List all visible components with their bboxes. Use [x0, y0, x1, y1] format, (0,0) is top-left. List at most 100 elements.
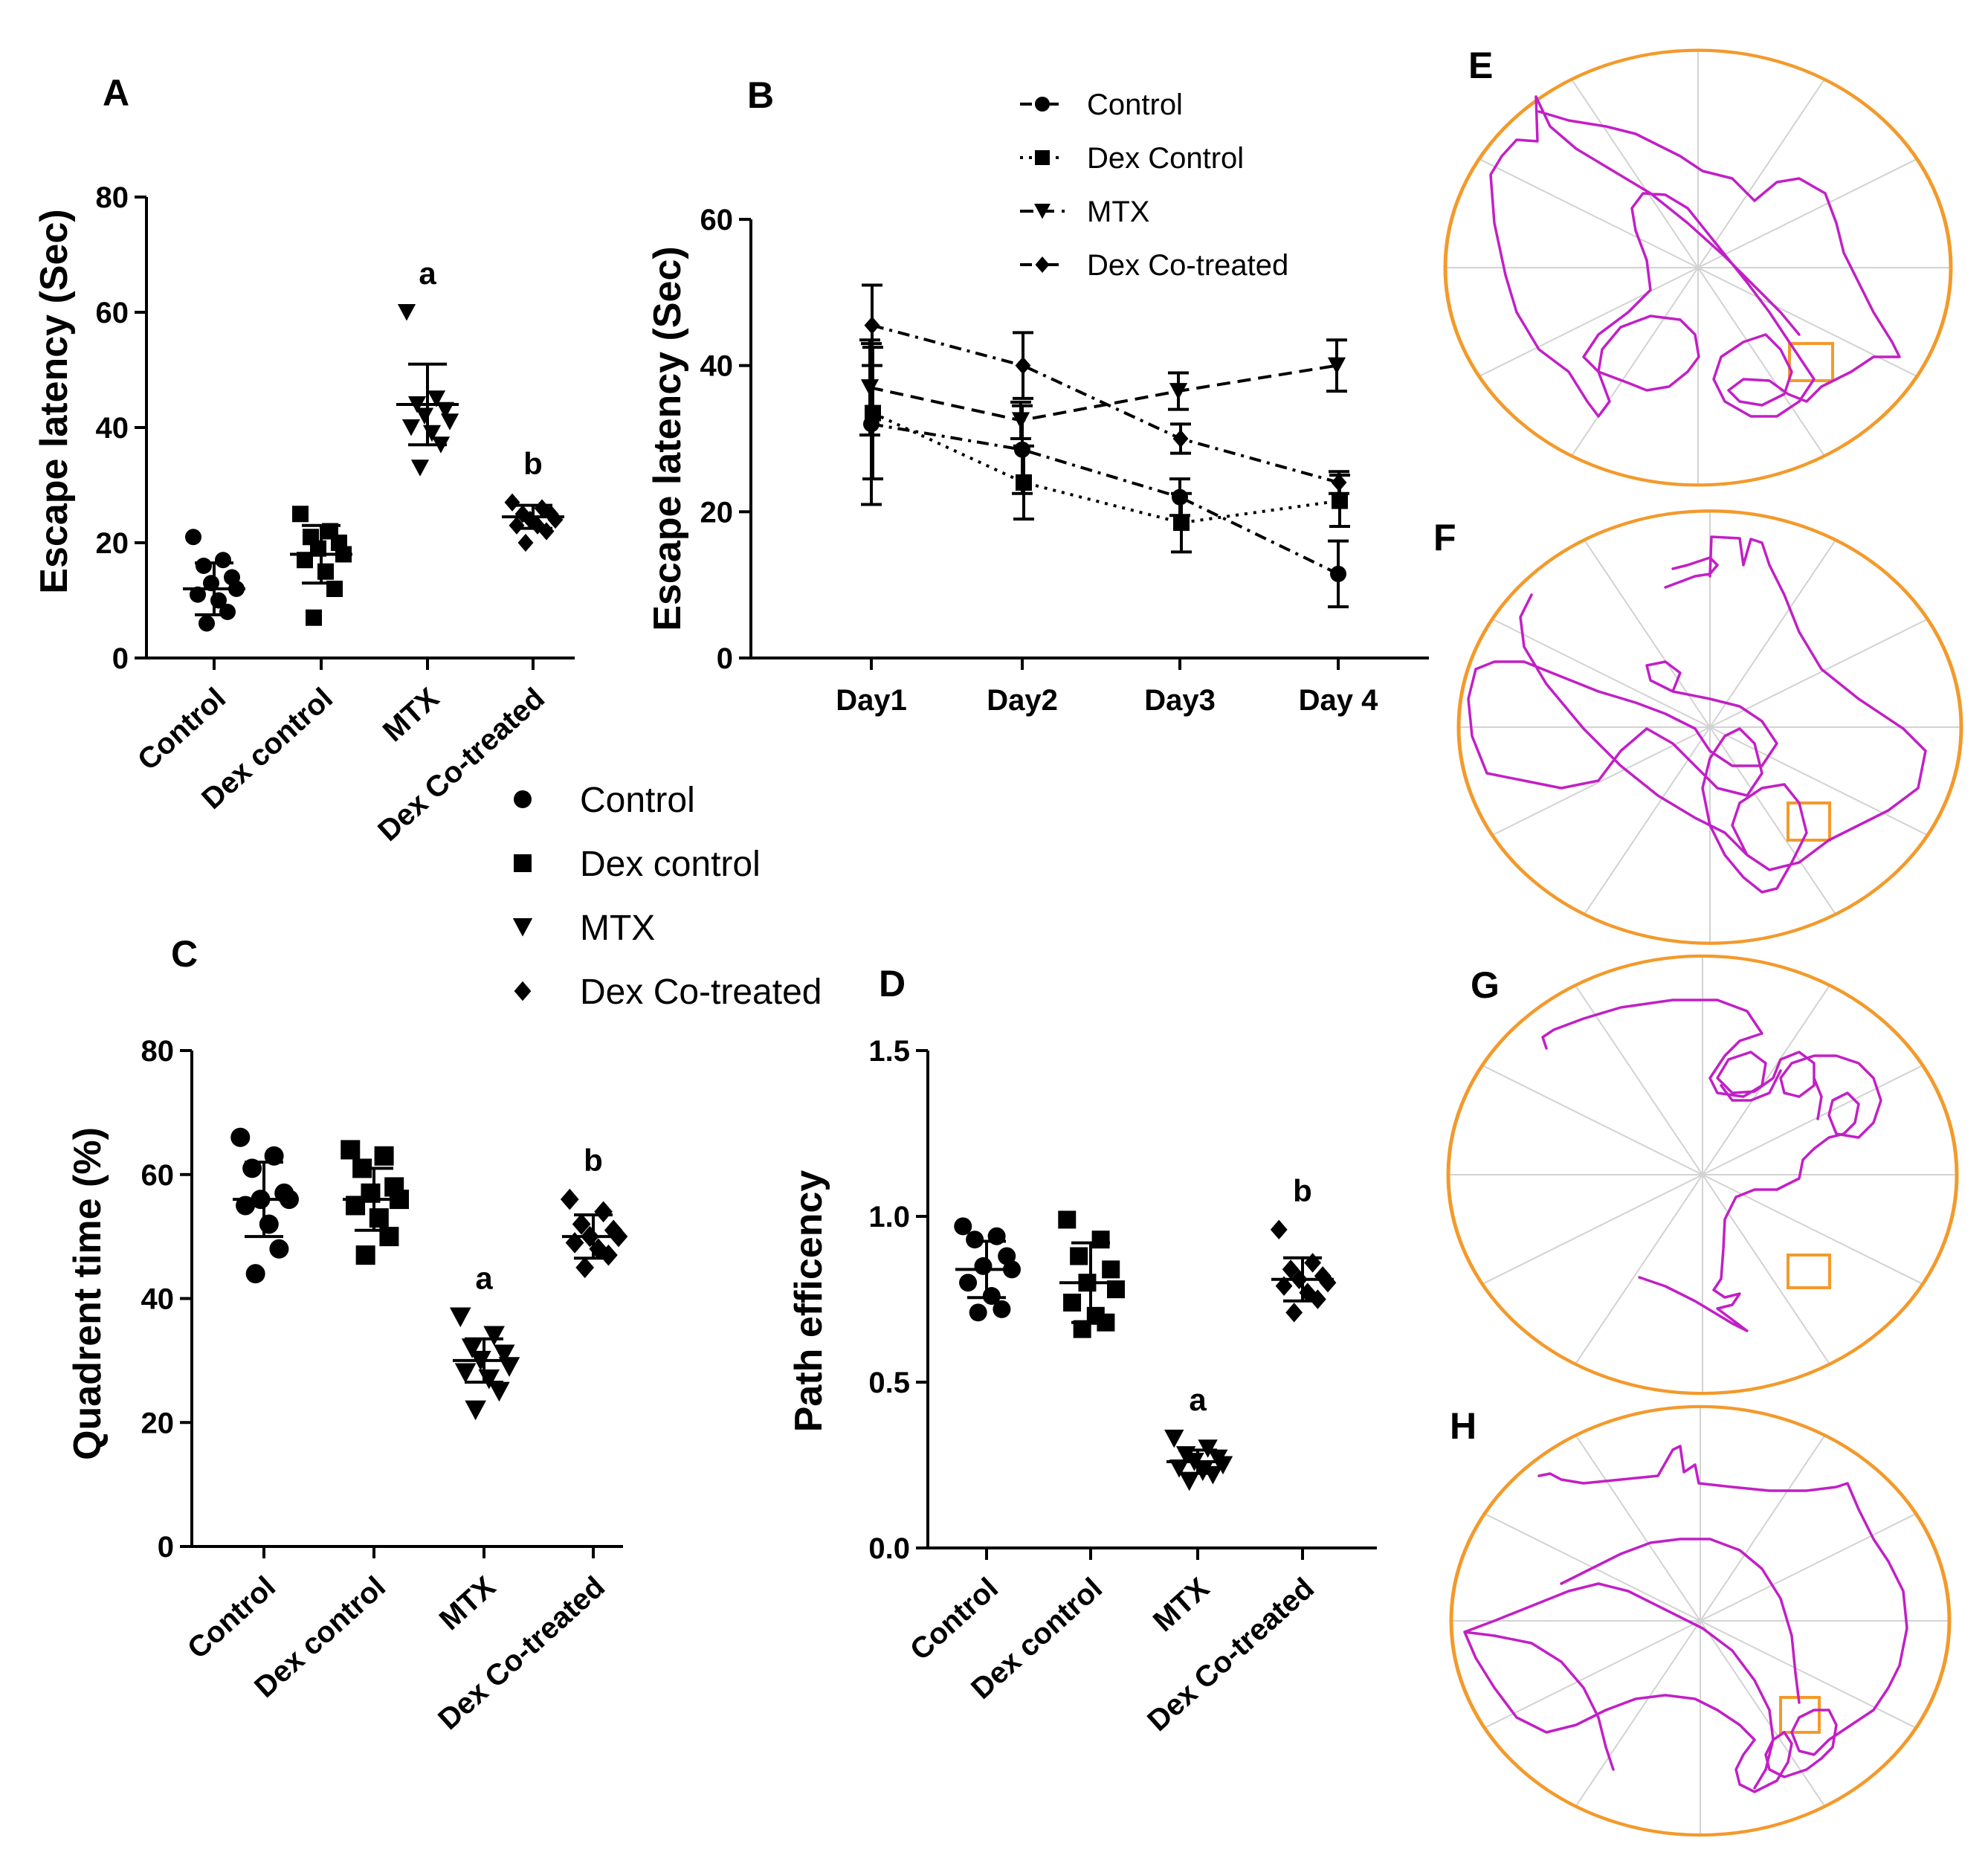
- data-point: [493, 1344, 515, 1365]
- data-point: [1169, 383, 1188, 400]
- data-point: [219, 604, 236, 620]
- arena-grid-line: [1575, 984, 1703, 1175]
- panel-b-ylabel: Escape latency (Sec): [646, 246, 689, 630]
- arena-grid-line: [1491, 618, 1711, 728]
- data-point: [969, 1303, 987, 1322]
- legend-marker: [1035, 150, 1050, 165]
- arena-grid-line: [1700, 1513, 1917, 1622]
- y-tick-label: 60: [141, 1159, 175, 1192]
- legend-label: MTX: [1087, 196, 1149, 228]
- significance-label: b: [584, 1143, 603, 1178]
- track-panel-e: E: [1443, 45, 1953, 487]
- track-panel-h-arena: [1449, 1404, 1952, 1837]
- arena-grid-line: [1700, 1620, 1917, 1729]
- data-point: [401, 419, 421, 436]
- track-panel-f-arena: [1456, 509, 1963, 945]
- data-point: [185, 529, 201, 546]
- arena-grid-line: [1702, 1065, 1923, 1175]
- data-point: [517, 533, 534, 552]
- legend-marker: [514, 981, 532, 1001]
- arena-grid-line: [1571, 79, 1699, 268]
- series-line: [872, 411, 1340, 525]
- data-point: [1282, 1259, 1300, 1280]
- data-point: [1304, 1253, 1321, 1273]
- y-tick-label: 40: [141, 1283, 175, 1316]
- arena-grid-line: [1697, 158, 1917, 268]
- data-point: [860, 379, 880, 396]
- track-panel-e-swim-path: [1489, 95, 1901, 418]
- y-tick-label: 80: [96, 181, 129, 214]
- data-point: [397, 304, 416, 321]
- data-point: [993, 1300, 1011, 1318]
- data-point: [864, 316, 880, 335]
- y-tick-label: 0: [112, 642, 129, 675]
- data-point: [1016, 474, 1032, 491]
- data-point: [292, 506, 309, 523]
- data-point: [1285, 1303, 1303, 1323]
- data-point: [461, 1338, 483, 1358]
- x-tick-label: Day3: [1144, 684, 1216, 717]
- data-point: [1327, 357, 1346, 375]
- significance-label: a: [419, 256, 436, 291]
- y-tick-label: 1.5: [868, 1035, 910, 1068]
- legend-label: MTX: [580, 909, 655, 948]
- data-point: [449, 1307, 471, 1328]
- track-panel-h-swim-path: [1463, 1445, 1908, 1793]
- arena-grid-line: [1479, 158, 1699, 268]
- data-point: [415, 407, 434, 425]
- significance-label: a: [1189, 1382, 1207, 1417]
- x-tick-label: Control: [132, 682, 232, 777]
- data-point: [1309, 1289, 1326, 1309]
- data-point: [245, 1264, 265, 1284]
- arena-grid-line: [1700, 1434, 1826, 1622]
- arena-grid-line: [1702, 1174, 1830, 1365]
- data-point: [1330, 565, 1346, 582]
- data-point: [190, 586, 206, 603]
- data-point: [440, 413, 459, 430]
- arena-grid-line: [1702, 984, 1830, 1175]
- panel-d-chart: D Path efficency 0.00.51.01.5 ControlDex…: [787, 963, 1377, 1738]
- significance-label: a: [475, 1261, 493, 1296]
- data-point: [306, 609, 322, 626]
- legend-label: Dex control: [580, 845, 761, 884]
- data-point: [269, 1239, 289, 1259]
- panel-c-label: C: [171, 933, 198, 975]
- x-tick-label: MTX: [433, 1570, 502, 1636]
- track-panel-e-arena: [1443, 48, 1953, 487]
- arena-grid-line: [1484, 1620, 1701, 1729]
- y-tick-label: 0: [158, 1531, 174, 1564]
- y-tick-label: 20: [96, 527, 129, 560]
- legend-label: Control: [1087, 88, 1183, 121]
- track-panel-g-arena: [1446, 954, 1959, 1396]
- arena-grid-line: [1575, 1174, 1703, 1365]
- data-point: [1332, 492, 1348, 509]
- track-panel-h: H: [1449, 1404, 1952, 1837]
- x-tick-label: Day1: [836, 684, 907, 717]
- data-point: [230, 1127, 251, 1147]
- data-point: [954, 1217, 972, 1236]
- track-panel-f-platform: [1787, 801, 1831, 842]
- track-panel-g-swim-path: [1541, 999, 1882, 1332]
- y-tick-label: 20: [700, 496, 734, 529]
- data-point: [297, 552, 313, 569]
- y-tick-label: 60: [96, 297, 129, 329]
- y-tick-label: 20: [141, 1407, 175, 1439]
- track-panels: E F G H: [1433, 45, 1963, 1837]
- arena-grid-line: [1479, 267, 1699, 378]
- y-tick-label: 80: [141, 1035, 175, 1068]
- panel-a-label: A: [103, 72, 129, 114]
- arena-grid-line: [1709, 726, 1929, 836]
- x-tick-label: Control: [904, 1572, 1004, 1667]
- data-point: [1058, 1210, 1077, 1229]
- arena-grid-line: [1702, 1174, 1923, 1285]
- arena-grid-line: [1709, 618, 1929, 728]
- track-panel-h-label: H: [1450, 1405, 1477, 1447]
- data-point: [1270, 1219, 1288, 1240]
- legend-label: Dex Co-treated: [580, 972, 822, 1012]
- data-point: [355, 1245, 375, 1265]
- track-panel-e-platform: [1788, 342, 1834, 382]
- track-panel-f-label: F: [1433, 517, 1456, 558]
- arena-grid-line: [1709, 726, 1836, 915]
- data-point: [410, 459, 430, 477]
